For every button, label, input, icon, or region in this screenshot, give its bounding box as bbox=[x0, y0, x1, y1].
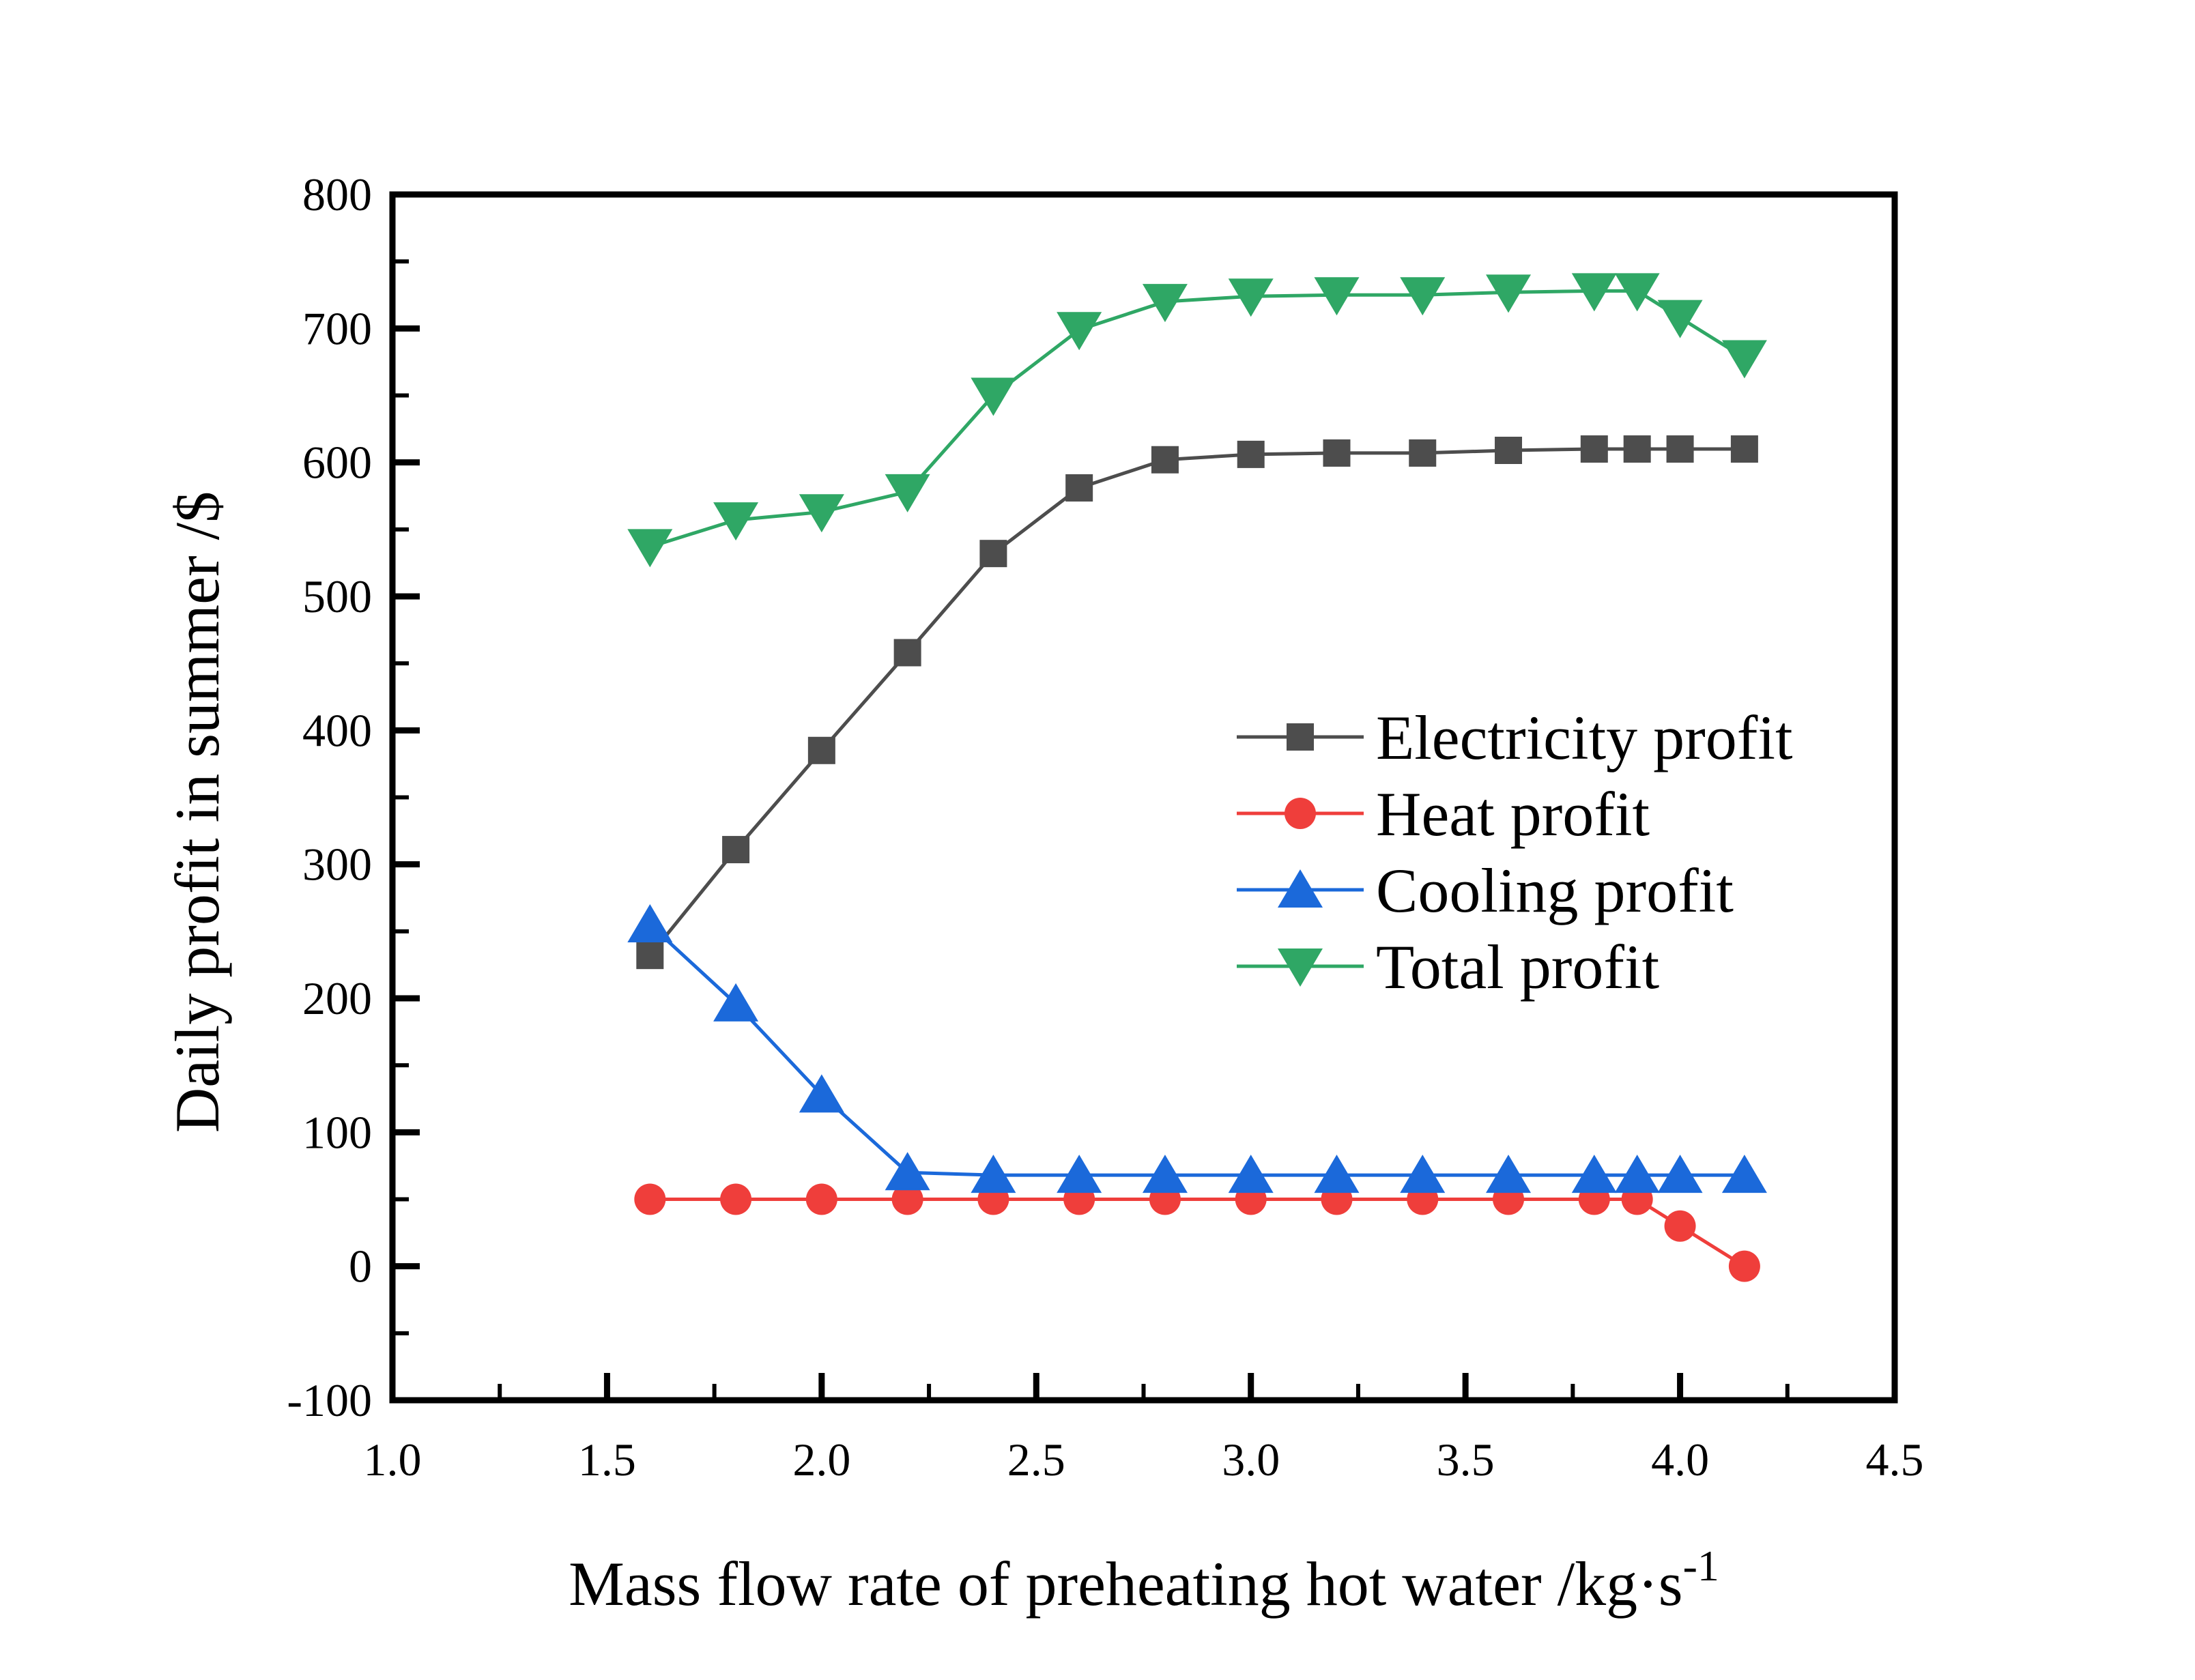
x-tick-label: 2.0 bbox=[792, 1434, 850, 1486]
series-total-profit-marker bbox=[713, 502, 759, 541]
series-cooling-profit-marker bbox=[1657, 1155, 1703, 1193]
legend-item-electricity-profit: Electricity profit bbox=[1237, 703, 1793, 772]
legend-marker-total-profit bbox=[1278, 948, 1323, 987]
series-total-profit-marker bbox=[1314, 277, 1360, 316]
series-electricity-profit-marker bbox=[979, 540, 1007, 568]
series-cooling-profit-marker bbox=[971, 1155, 1016, 1193]
legend-label-heat-profit: Heat profit bbox=[1376, 779, 1650, 849]
y-tick-label: -100 bbox=[287, 1374, 372, 1426]
series-cooling-profit-marker bbox=[627, 904, 673, 943]
series-total-profit-marker bbox=[1721, 340, 1767, 379]
legend-item-heat-profit: Heat profit bbox=[1237, 779, 1650, 849]
x-tick-label: 4.0 bbox=[1651, 1434, 1709, 1486]
legend-marker-cooling-profit bbox=[1278, 869, 1323, 908]
series-heat-profit-marker bbox=[1664, 1210, 1696, 1242]
series-cooling-profit-marker bbox=[713, 983, 759, 1022]
series-cooling-profit-marker bbox=[1721, 1155, 1767, 1193]
y-tick-label: 800 bbox=[302, 169, 372, 220]
series-electricity-profit bbox=[636, 435, 1758, 970]
series-heat-profit-marker bbox=[1728, 1250, 1760, 1282]
series-cooling-profit-marker bbox=[885, 1152, 930, 1191]
x-tick-label: 3.0 bbox=[1222, 1434, 1280, 1486]
x-tick-label: 1.5 bbox=[578, 1434, 636, 1486]
series-electricity-profit-marker bbox=[893, 639, 921, 667]
series-electricity-profit-marker bbox=[1730, 435, 1758, 463]
series-electricity-profit-marker bbox=[1065, 474, 1093, 502]
y-tick-label: 300 bbox=[302, 839, 372, 890]
series-cooling-profit-marker bbox=[1142, 1155, 1188, 1193]
legend-label-cooling-profit: Cooling profit bbox=[1376, 856, 1734, 925]
series-total-profit-marker bbox=[885, 474, 930, 512]
series-heat-profit-marker bbox=[805, 1183, 837, 1215]
x-axis-label-superscript: -1 bbox=[1683, 1541, 1719, 1590]
legend-marker-heat-profit bbox=[1285, 798, 1316, 829]
x-tick-label: 2.5 bbox=[1007, 1434, 1065, 1486]
series-cooling-profit-marker bbox=[1314, 1155, 1360, 1193]
x-axis-label-text: Mass flow rate of preheating hot water /… bbox=[569, 1549, 1683, 1619]
series-total-profit-marker bbox=[1400, 277, 1446, 316]
series-total-profit bbox=[627, 273, 1767, 568]
series-cooling-profit-marker bbox=[1614, 1155, 1660, 1193]
series-electricity-profit-marker bbox=[807, 736, 835, 764]
series-total-profit-marker bbox=[1057, 312, 1102, 351]
series-electricity-profit-marker bbox=[1151, 446, 1179, 474]
legend-label-total-profit: Total profit bbox=[1376, 932, 1660, 1002]
x-tick-label: 1.0 bbox=[364, 1434, 422, 1486]
series-total-profit-marker bbox=[1486, 274, 1532, 313]
series-electricity-profit-marker bbox=[1495, 436, 1523, 464]
y-tick-label: 500 bbox=[302, 570, 372, 622]
series-cooling-profit-marker bbox=[1571, 1155, 1617, 1193]
series-layer bbox=[627, 273, 1767, 1282]
series-electricity-profit-marker bbox=[636, 942, 664, 970]
series-total-profit-marker bbox=[1142, 284, 1188, 323]
series-heat-profit-marker bbox=[634, 1183, 666, 1215]
series-total-profit-marker bbox=[971, 377, 1016, 416]
y-axis-label: Daily profit in summer /$ bbox=[162, 491, 232, 1133]
series-cooling-profit-marker bbox=[799, 1074, 844, 1113]
series-total-profit-marker bbox=[627, 529, 673, 568]
plot-area: 1.0 1.5 2.0 2.5 3.0 3.5 4.0 4.5 -100 0 100 200 300 40… bbox=[287, 169, 1923, 1486]
series-electricity-profit-marker bbox=[1237, 440, 1265, 468]
y-tick-label: 0 bbox=[349, 1241, 372, 1292]
series-heat-profit-marker bbox=[891, 1183, 923, 1215]
series-cooling-profit-marker bbox=[1486, 1155, 1532, 1193]
series-total-profit-marker bbox=[799, 494, 844, 533]
x-tick-label: 3.5 bbox=[1437, 1434, 1495, 1486]
series-electricity-profit-marker bbox=[1409, 439, 1437, 467]
series-electricity-profit-marker bbox=[1623, 435, 1651, 463]
series-total-profit-marker bbox=[1614, 273, 1660, 312]
series-total-profit-marker bbox=[1571, 273, 1617, 312]
series-cooling-profit bbox=[627, 904, 1767, 1193]
y-tick-label: 600 bbox=[302, 437, 372, 489]
legend: Electricity profit Heat profit Cooling pro… bbox=[1237, 703, 1793, 1002]
series-electricity-profit-marker bbox=[1666, 435, 1694, 463]
series-electricity-profit-marker bbox=[722, 836, 750, 864]
series-total-profit-marker bbox=[1657, 300, 1703, 338]
series-electricity-profit-marker bbox=[1323, 439, 1351, 467]
y-tick-label: 400 bbox=[302, 704, 372, 756]
x-axis-label: Mass flow rate of preheating hot water /… bbox=[569, 1541, 1719, 1619]
series-electricity-profit-marker bbox=[1580, 435, 1608, 463]
legend-marker-electricity-profit bbox=[1287, 723, 1314, 751]
legend-item-total-profit: Total profit bbox=[1237, 932, 1660, 1002]
x-tick-label: 4.5 bbox=[1866, 1434, 1924, 1486]
y-tick-label: 200 bbox=[302, 972, 372, 1024]
series-heat-profit bbox=[634, 1183, 1760, 1282]
series-heat-profit-marker bbox=[720, 1183, 752, 1215]
series-cooling-profit-marker bbox=[1400, 1155, 1446, 1193]
series-cooling-profit-marker bbox=[1228, 1155, 1274, 1193]
series-total-profit-marker bbox=[1228, 278, 1274, 317]
y-tick-label: 100 bbox=[302, 1106, 372, 1158]
y-tick-label: 700 bbox=[302, 302, 372, 354]
legend-item-cooling-profit: Cooling profit bbox=[1237, 856, 1734, 925]
legend-label-electricity-profit: Electricity profit bbox=[1376, 703, 1793, 772]
series-cooling-profit-marker bbox=[1057, 1155, 1102, 1193]
